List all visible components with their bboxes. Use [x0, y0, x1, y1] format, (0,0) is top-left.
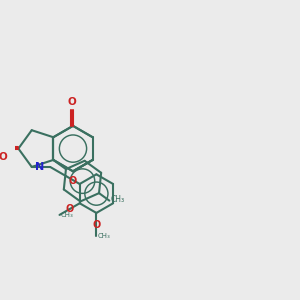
- Text: O: O: [92, 220, 101, 230]
- Text: CH₃: CH₃: [61, 212, 74, 218]
- Text: O: O: [67, 97, 76, 107]
- Text: N: N: [35, 162, 44, 172]
- Text: O: O: [65, 204, 74, 214]
- Text: O: O: [0, 152, 7, 162]
- Text: CH₃: CH₃: [98, 233, 111, 239]
- Text: CH₃: CH₃: [111, 195, 125, 204]
- Text: O: O: [69, 176, 77, 185]
